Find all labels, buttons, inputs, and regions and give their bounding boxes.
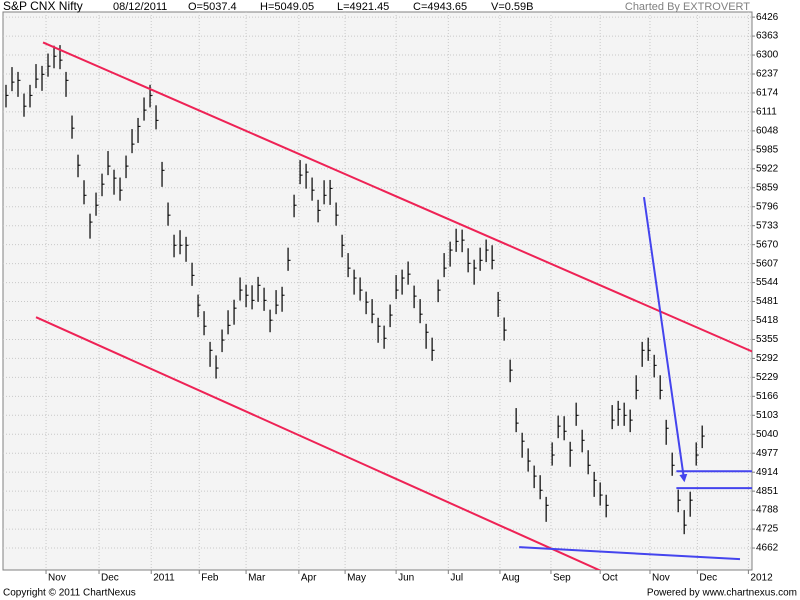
y-tick-label: 5733 <box>756 220 779 231</box>
quote-high: H=5049.05 <box>260 1 314 13</box>
y-tick-label: 4977 <box>756 448 779 459</box>
y-tick-label: 5607 <box>756 258 779 269</box>
x-tick-label: May <box>347 573 366 584</box>
x-tick-label: 2012 <box>750 573 773 584</box>
x-tick-label: Nov <box>652 573 670 584</box>
plot-marks <box>3 12 752 570</box>
y-tick-label: 6300 <box>756 50 779 61</box>
x-tick-label: Dec <box>101 573 119 584</box>
plot-area <box>2 11 753 571</box>
x-tick-label: Mar <box>248 573 266 584</box>
x-tick-label: Jul <box>450 573 463 584</box>
trend-line <box>35 316 602 570</box>
quote-volume: V=0.59B <box>491 1 534 13</box>
y-tick-label: 4725 <box>756 524 779 535</box>
copyright: Copyright © 2011 ChartNexus <box>3 588 136 599</box>
y-tick-label: 5481 <box>756 296 779 307</box>
trend-line <box>42 41 752 353</box>
y-tick-label: 6174 <box>756 88 779 99</box>
powered-by: Powered by www.chartnexus.com <box>647 588 797 599</box>
y-tick-label: 5292 <box>756 353 779 364</box>
y-tick-label: 4662 <box>756 543 779 554</box>
trend-line <box>642 196 688 483</box>
x-tick-label: Aug <box>502 573 520 584</box>
x-tick-label: Sep <box>553 573 571 584</box>
y-tick-label: 5859 <box>756 182 779 193</box>
y-tick-label: 5670 <box>756 239 779 250</box>
y-tick-label: 5166 <box>756 391 779 402</box>
quote-open: O=5037.4 <box>188 1 237 13</box>
y-tick-label: 5418 <box>756 315 779 326</box>
y-tick-label: 6048 <box>756 126 779 137</box>
y-tick-label: 6426 <box>756 12 779 23</box>
quote-date: 08/12/2011 <box>113 1 167 13</box>
y-tick-label: 6237 <box>756 69 779 80</box>
x-tick-label: Apr <box>301 573 317 584</box>
y-tick-label: 5040 <box>756 429 779 440</box>
y-tick-label: 5229 <box>756 372 779 383</box>
x-tick-label: Dec <box>699 573 717 584</box>
y-tick-label: 5103 <box>756 410 779 421</box>
y-tick-label: 5355 <box>756 334 779 345</box>
x-tick-label: 2011 <box>153 573 175 584</box>
x-tick-label: Jun <box>398 573 414 584</box>
y-tick-label: 5544 <box>756 277 779 288</box>
y-tick-label: 4851 <box>756 486 779 497</box>
y-tick-label: 5985 <box>756 144 779 155</box>
credit: Charted By EXTROVERT <box>625 1 750 13</box>
y-tick-label: 6111 <box>756 107 777 118</box>
x-tick-label: Oct <box>602 573 618 584</box>
y-tick-label: 4788 <box>756 505 779 516</box>
y-tick-label: 4914 <box>756 467 779 478</box>
x-tick-label: Feb <box>201 573 219 584</box>
x-tick-label: Nov <box>48 573 66 584</box>
y-tick-label: 5796 <box>756 201 779 212</box>
quote-close: C=4943.65 <box>413 1 467 13</box>
chart-title: S&P CNX Nifty <box>3 0 83 13</box>
y-tick-label: 6363 <box>756 31 779 42</box>
y-tick-label: 5922 <box>756 163 779 174</box>
trend-line <box>519 546 741 561</box>
quote-low: L=4921.45 <box>337 1 389 13</box>
